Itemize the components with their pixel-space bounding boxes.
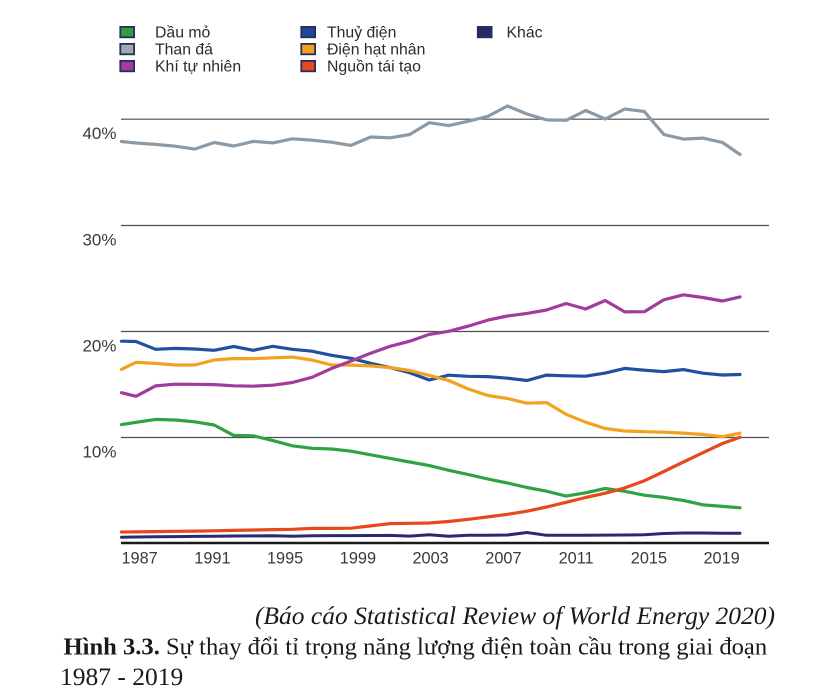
svg-text:1991: 1991 (194, 550, 230, 568)
svg-text:Khác: Khác (507, 25, 543, 42)
svg-text:2015: 2015 (631, 550, 667, 568)
svg-text:Khí tự nhiên: Khí tự nhiên (155, 59, 241, 76)
svg-text:1987 - 2019: 1987 - 2019 (60, 662, 183, 691)
svg-text:2007: 2007 (485, 550, 521, 568)
svg-text:Điện hạt nhân: Điện hạt nhân (327, 42, 425, 59)
svg-text:2003: 2003 (412, 550, 448, 568)
svg-text:Nguồn tái tạo: Nguồn tái tạo (327, 59, 421, 76)
svg-text:30%: 30% (82, 230, 116, 249)
svg-text:10%: 10% (82, 443, 116, 462)
svg-text:1999: 1999 (340, 550, 376, 568)
svg-text:1987: 1987 (121, 550, 157, 568)
svg-text:(Báo cáo Statistical Review of: (Báo cáo Statistical Review of World Ene… (255, 601, 775, 630)
svg-text:2019: 2019 (703, 550, 739, 568)
svg-text:Dầu mỏ: Dầu mỏ (155, 25, 211, 42)
svg-text:40%: 40% (82, 124, 116, 143)
svg-text:Hình 3.3. Sự thay đổi tỉ trọng: Hình 3.3. Sự thay đổi tỉ trọng năng lượn… (64, 634, 768, 661)
svg-text:Than đá: Than đá (155, 42, 213, 59)
svg-text:Thuỷ điện: Thuỷ điện (327, 25, 396, 42)
svg-text:1995: 1995 (267, 550, 303, 568)
svg-text:2011: 2011 (559, 550, 594, 568)
svg-text:20%: 20% (82, 336, 116, 355)
